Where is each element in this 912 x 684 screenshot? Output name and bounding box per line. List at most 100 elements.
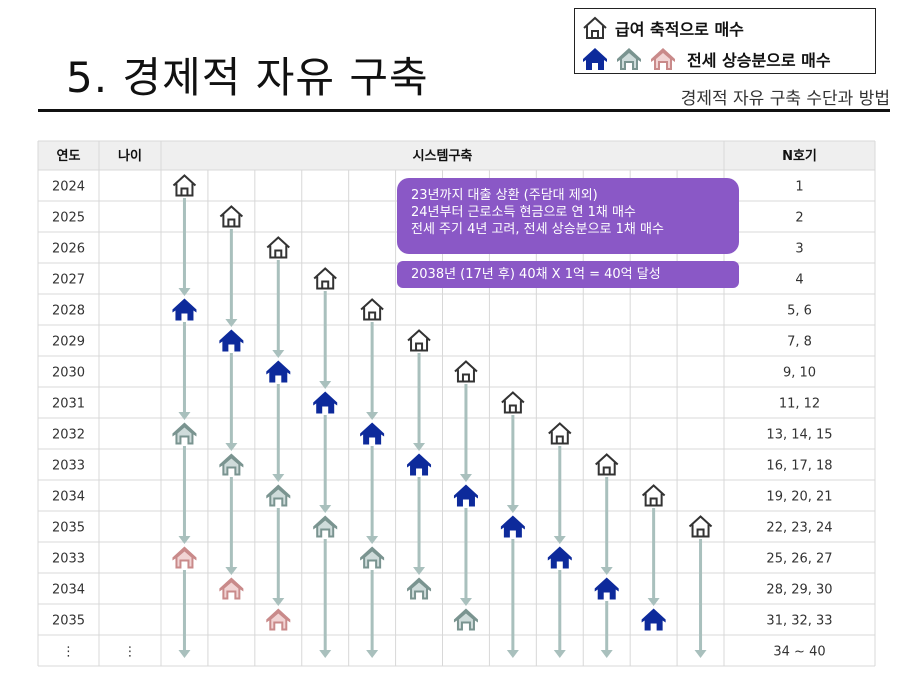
house-outline-icon (688, 514, 713, 539)
arrow-down (225, 229, 238, 327)
arrow-down (553, 570, 566, 658)
arrow-down (319, 539, 332, 658)
header-n-unit: N호기 (782, 149, 817, 164)
house-gray-icon (360, 546, 385, 569)
legend-row-savings: 급여 축적으로 매수 (581, 15, 744, 41)
row-age: ⋮ (124, 645, 137, 660)
house-outline-icon (360, 297, 385, 322)
callout-line: 전세 주기 4년 고려, 전세 상승분으로 1채 매수 (411, 222, 664, 237)
house-gray-icon (219, 453, 244, 476)
title-underline (38, 109, 890, 112)
row-year: 2028 (52, 304, 85, 319)
arrow-down (272, 384, 285, 482)
callout-goal: 2038년 (17년 후) 40채 X 1억 = 40억 달성 (397, 261, 739, 288)
row-year: 2029 (52, 335, 85, 350)
row-n-unit: 28, 29, 30 (766, 583, 832, 598)
house-navy-icon (453, 484, 478, 507)
row-year: 2031 (52, 397, 85, 412)
house-gray-icon (453, 608, 478, 631)
arrow-down (413, 353, 426, 451)
row-year: 2025 (52, 211, 85, 226)
row-year: 2033 (52, 459, 85, 474)
row-n-unit: 5, 6 (787, 304, 812, 319)
row-n-unit: 7, 8 (787, 335, 812, 350)
row-year: ⋮ (62, 645, 75, 660)
row-year: 2024 (52, 180, 85, 195)
header-system: 시스템구축 (413, 148, 473, 164)
row-n-unit: 16, 17, 18 (766, 459, 832, 474)
row-n-unit: 34 ~ 40 (773, 645, 825, 660)
row-year: 2032 (52, 428, 85, 443)
house-navy-icon (594, 577, 619, 600)
arrow-down (319, 415, 332, 513)
house-gray-icon (313, 515, 338, 538)
page-subtitle: 경제적 자유 구축 수단과 방법 (680, 89, 890, 109)
house-pink-icon (266, 608, 291, 631)
row-n-unit: 3 (795, 242, 803, 257)
row-year: 2030 (52, 366, 85, 381)
house-gray-icon (266, 484, 291, 507)
arrow-down (225, 353, 238, 451)
row-year: 2033 (52, 552, 85, 567)
arrow-down (459, 384, 472, 482)
arrow-down (319, 291, 332, 389)
house-navy-icon (266, 360, 291, 383)
house-navy-icon (360, 422, 385, 445)
legend-box: 급여 축적으로 매수 전세 상승분으로 매수 (574, 8, 876, 74)
house-gray-icon (617, 48, 641, 70)
house-outline-icon (594, 452, 619, 477)
header-age: 나이 (118, 148, 142, 164)
house-outline-icon (266, 235, 291, 260)
house-outline-icon (547, 421, 572, 446)
house-pink-icon (219, 577, 244, 600)
arrow-down (506, 539, 519, 658)
house-pink-icon (172, 546, 197, 569)
row-year: 2034 (52, 583, 85, 598)
house-outline-icon (641, 483, 666, 508)
arrow-down (178, 198, 191, 296)
house-outline-icon (313, 266, 338, 291)
row-year: 2027 (52, 273, 85, 288)
arrow-down (506, 415, 519, 513)
arrow-down (366, 322, 379, 420)
house-gray-icon (172, 422, 197, 445)
house-outline-icon (219, 204, 244, 229)
row-year: 2035 (52, 521, 85, 536)
house-outline-icon (172, 173, 197, 198)
arrow-down (178, 570, 191, 658)
house-outline-icon (453, 359, 478, 384)
callout-strategy: 23년까지 대출 상환 (주담대 제외) 24년부터 근로소득 현금으로 연 1… (397, 178, 739, 254)
arrow-down (459, 508, 472, 606)
table-header-bg (38, 141, 875, 170)
row-n-unit: 4 (795, 273, 803, 288)
arrow-down (272, 508, 285, 606)
row-n-unit: 9, 10 (783, 366, 816, 381)
arrow-down (178, 322, 191, 420)
house-navy-icon (500, 515, 525, 538)
house-navy-icon (172, 298, 197, 321)
arrow-down (178, 446, 191, 544)
legend-row-jeonse: 전세 상승분으로 매수 (581, 46, 831, 72)
row-year: 2034 (52, 490, 85, 505)
row-year: 2026 (52, 242, 85, 257)
page-title: 5. 경제적 자유 구축 (66, 53, 429, 102)
arrow-down (272, 260, 285, 358)
callout-line: 24년부터 근로소득 현금으로 연 1채 매수 (411, 205, 636, 220)
arrow-down (647, 508, 660, 606)
row-year: 2035 (52, 614, 85, 629)
legend-jeonse-label: 전세 상승분으로 매수 (687, 51, 831, 70)
arrow-down (600, 601, 613, 658)
arrow-down (553, 446, 566, 544)
row-n-unit: 22, 23, 24 (766, 521, 832, 536)
house-navy-icon (583, 48, 607, 70)
house-navy-icon (313, 391, 338, 414)
callout-line: 23년까지 대출 상환 (주담대 제외) (411, 188, 598, 203)
house-outline-icon (500, 390, 525, 415)
house-outline-icon (583, 16, 607, 39)
house-pink-icon (651, 48, 675, 70)
row-n-unit: 19, 20, 21 (766, 490, 832, 505)
row-n-unit: 11, 12 (779, 397, 820, 412)
legend-savings-label: 급여 축적으로 매수 (615, 20, 744, 39)
arrow-down (366, 446, 379, 544)
